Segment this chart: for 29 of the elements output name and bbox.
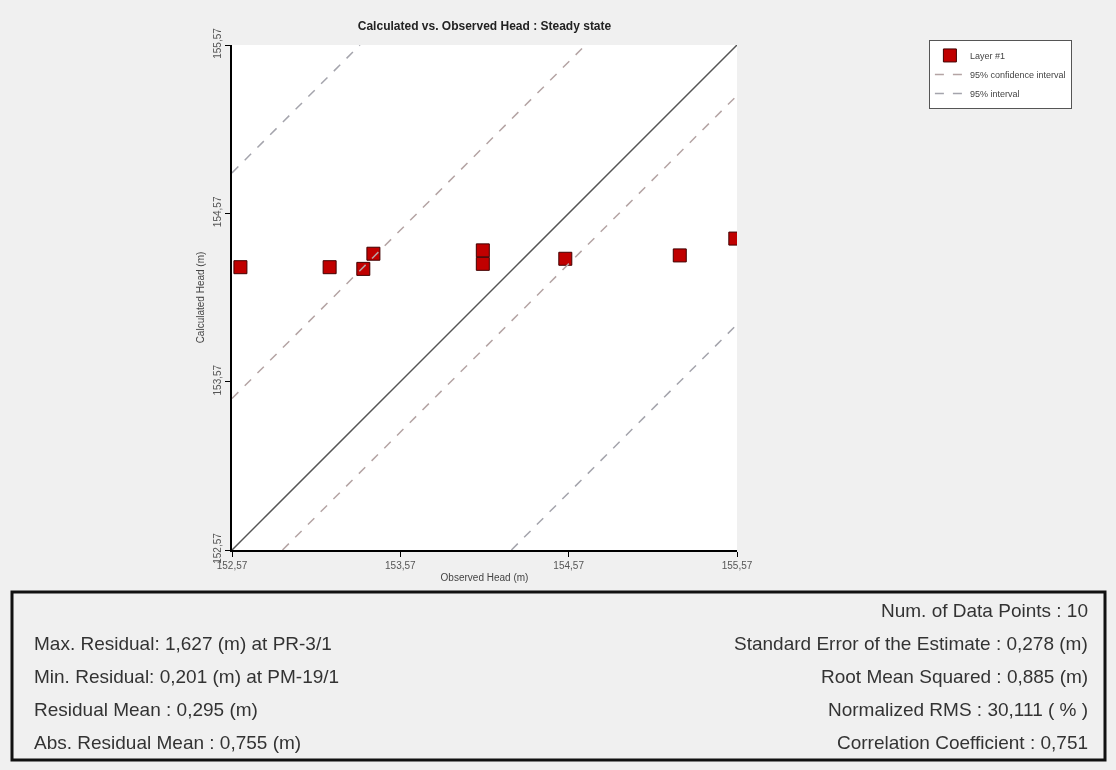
text: Correlation Coefficient : 0,751	[837, 732, 1089, 753]
point	[475, 256, 490, 271]
text: Normalized RMS : 30,111 ( % )	[828, 699, 1089, 720]
point	[356, 261, 371, 276]
legend-label: 95% interval	[969, 88, 1020, 99]
x-axis-title: Observed Head (m)	[440, 572, 529, 583]
text: Abs. Residual Mean : 0,755 (m)	[34, 732, 302, 753]
text: Root Mean Squared : 0,885 (m)	[821, 666, 1089, 687]
text: Min. Residual: 0,201 (m) at PM-19/1	[34, 666, 340, 687]
point	[672, 248, 687, 263]
point	[558, 251, 573, 266]
text: Num. of Data Points : 10	[881, 600, 1088, 621]
point	[475, 243, 490, 258]
text: Max. Residual: 1,627 (m) at PR-3/1	[34, 633, 332, 654]
point	[322, 260, 337, 275]
legend-label: Layer #1	[969, 50, 1005, 61]
y-tick-label: 154,57	[212, 196, 223, 228]
y-tick-label: 155,57	[212, 27, 223, 59]
y-tick-label: 153,57	[212, 364, 223, 396]
y-axis-title: Calculated Head (m)	[194, 251, 206, 344]
legend-label: 95% confidence interval	[969, 69, 1066, 80]
x-tick-label: 154,57	[553, 560, 585, 571]
x-tick-label: 155,57	[721, 560, 753, 571]
point	[233, 260, 248, 275]
text: Standard Error of the Estimate : 0,278 (m)	[734, 633, 1088, 654]
point	[366, 246, 381, 261]
chart-title: Calculated vs. Observed Head : Steady state	[357, 19, 612, 34]
x-tick-label: 153,57	[385, 560, 417, 571]
text: Residual Mean : 0,295 (m)	[34, 699, 258, 720]
